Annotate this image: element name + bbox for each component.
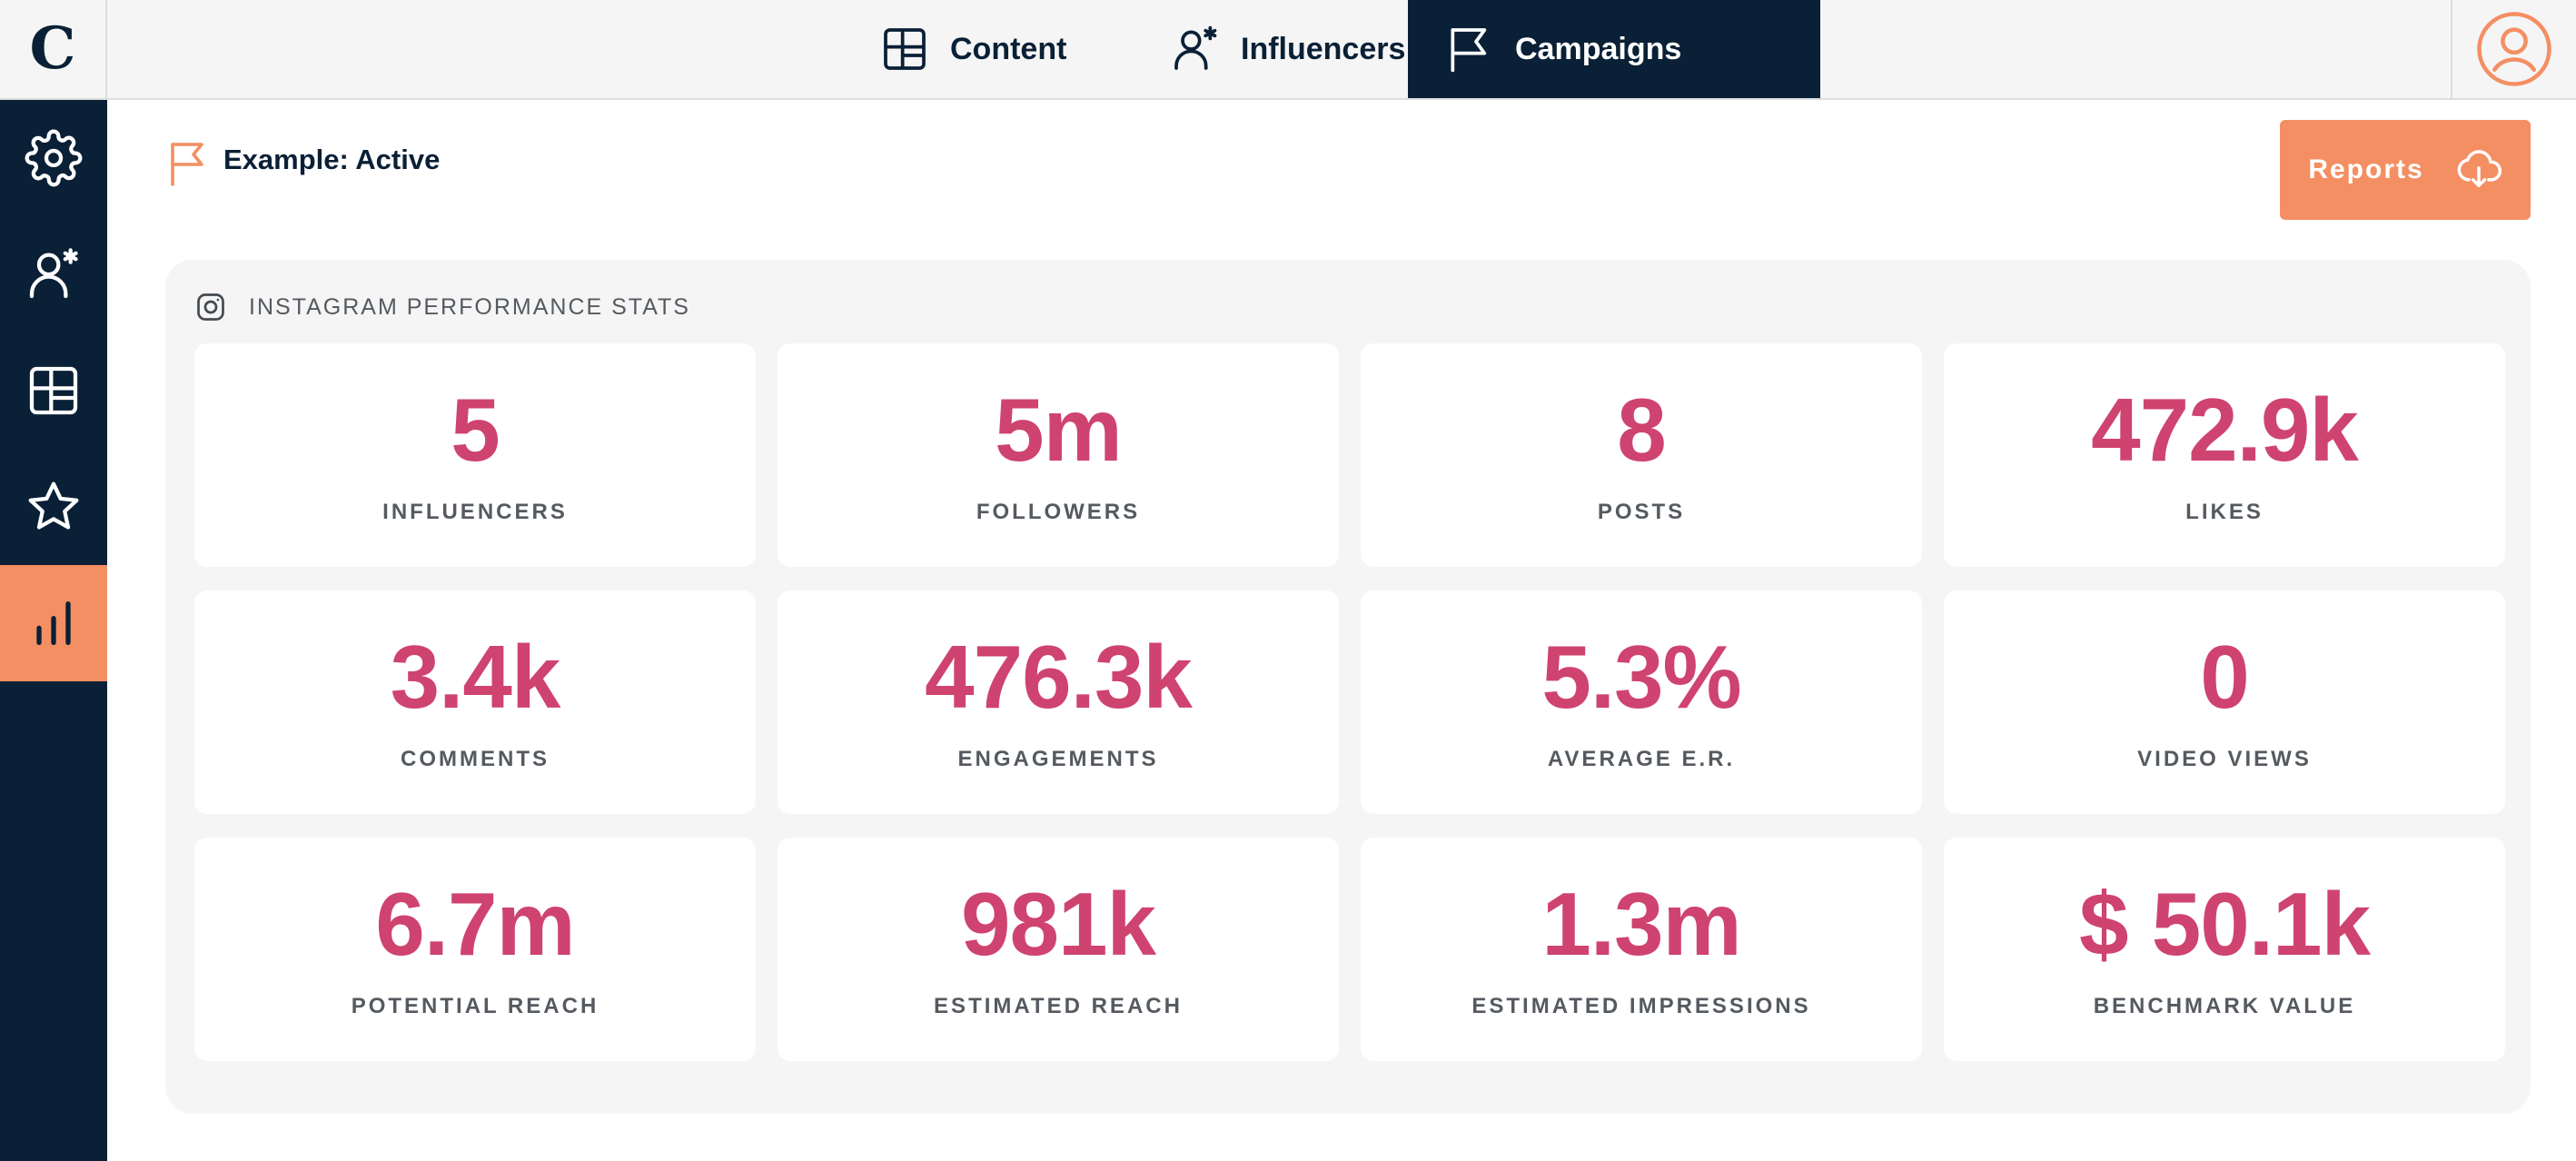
stat-label: ENGAGEMENTS — [957, 747, 1159, 771]
stat-value: 472.9k — [2091, 380, 2359, 480]
sidebar-item-content[interactable] — [0, 332, 107, 449]
stat-label: INFLUENCERS — [382, 500, 568, 524]
stat-value: $ 50.1k — [2079, 874, 2371, 974]
sidebar-item-analytics[interactable] — [0, 565, 107, 681]
gear-icon — [25, 129, 83, 187]
stat-label: POSTS — [1597, 500, 1686, 524]
tab-campaigns-label: Campaigns — [1515, 31, 1682, 66]
influencer-icon — [29, 248, 78, 299]
tab-influencers[interactable]: Influencers — [1134, 0, 1442, 98]
stat-value: 981k — [960, 874, 1156, 974]
stat-label: AVERAGE E.R. — [1547, 747, 1736, 771]
stat-card-average-er: 5.3% AVERAGE E.R. — [1361, 590, 1922, 814]
stat-card-influencers: 5 INFLUENCERS — [194, 343, 756, 567]
stat-value: 0 — [2200, 627, 2250, 727]
stat-card-estimated-impressions: 1.3m ESTIMATED IMPRESSIONS — [1361, 838, 1922, 1061]
stat-label: VIDEO VIEWS — [2137, 747, 2312, 771]
tab-content-label: Content — [950, 31, 1067, 66]
stat-label: POTENTIAL REACH — [351, 994, 599, 1018]
brand-logo[interactable]: C — [0, 0, 107, 100]
sidebar-item-settings[interactable] — [0, 100, 107, 216]
stat-value: 5m — [995, 380, 1123, 480]
cloud-download-icon — [2457, 150, 2502, 188]
page-title: Example: Active — [223, 144, 441, 175]
star-icon — [28, 481, 79, 530]
bar-chart-icon — [36, 601, 71, 645]
stat-card-followers: 5m FOLLOWERS — [778, 343, 1339, 567]
stat-value: 476.3k — [925, 627, 1193, 727]
sidebar-item-favorites[interactable] — [0, 449, 107, 565]
stat-label: ESTIMATED IMPRESSIONS — [1471, 994, 1811, 1018]
sidebar-item-influencers[interactable] — [0, 216, 107, 332]
stat-label: LIKES — [2185, 500, 2264, 524]
stat-card-video-views: 0 VIDEO VIEWS — [1944, 590, 2505, 814]
influencer-icon — [1174, 25, 1217, 70]
stat-value: 8 — [1617, 380, 1667, 480]
instagram-stats-panel: INSTAGRAM PERFORMANCE STATS 5 INFLUENCER… — [165, 260, 2531, 1114]
flag-icon — [1451, 28, 1487, 73]
profile-menu[interactable] — [2451, 0, 2576, 98]
reports-button[interactable]: Reports — [2280, 120, 2531, 220]
user-avatar-icon — [2477, 12, 2551, 86]
stat-label: ESTIMATED REACH — [934, 994, 1183, 1018]
stat-value: 5 — [451, 380, 500, 480]
top-nav: Content Influencers Campaigns — [107, 0, 2576, 100]
logo-letter: C — [29, 15, 76, 83]
stat-value: 5.3% — [1541, 627, 1741, 727]
stat-value: 3.4k — [390, 627, 561, 727]
panel-header: INSTAGRAM PERFORMANCE STATS — [194, 289, 690, 325]
stat-card-comments: 3.4k COMMENTS — [194, 590, 756, 814]
stat-card-posts: 8 POSTS — [1361, 343, 1922, 567]
stat-card-benchmark-value: $ 50.1k BENCHMARK VALUE — [1944, 838, 2505, 1061]
stat-card-potential-reach: 6.7m POTENTIAL REACH — [194, 838, 756, 1061]
panel-heading: INSTAGRAM PERFORMANCE STATS — [249, 293, 690, 320]
tab-campaigns[interactable]: Campaigns — [1408, 0, 1820, 98]
stat-card-engagements: 476.3k ENGAGEMENTS — [778, 590, 1339, 814]
flag-icon — [171, 143, 203, 186]
tab-content[interactable]: Content — [843, 0, 1103, 98]
stat-label: COMMENTS — [401, 747, 550, 771]
content-grid-icon — [884, 28, 926, 70]
sidebar: C — [0, 0, 107, 1161]
content-grid-icon — [29, 366, 78, 415]
stat-label: FOLLOWERS — [976, 500, 1141, 524]
stat-value: 1.3m — [1541, 874, 1741, 974]
stat-card-likes: 472.9k LIKES — [1944, 343, 2505, 567]
instagram-icon — [197, 293, 224, 321]
stat-label: BENCHMARK VALUE — [2093, 994, 2356, 1018]
stat-value: 6.7m — [375, 874, 575, 974]
tab-influencers-label: Influencers — [1241, 31, 1406, 66]
stat-card-estimated-reach: 981k ESTIMATED REACH — [778, 838, 1339, 1061]
stats-grid: 5 INFLUENCERS 5m FOLLOWERS 8 POSTS 472.9… — [194, 343, 2505, 1061]
reports-button-label: Reports — [2308, 154, 2424, 184]
